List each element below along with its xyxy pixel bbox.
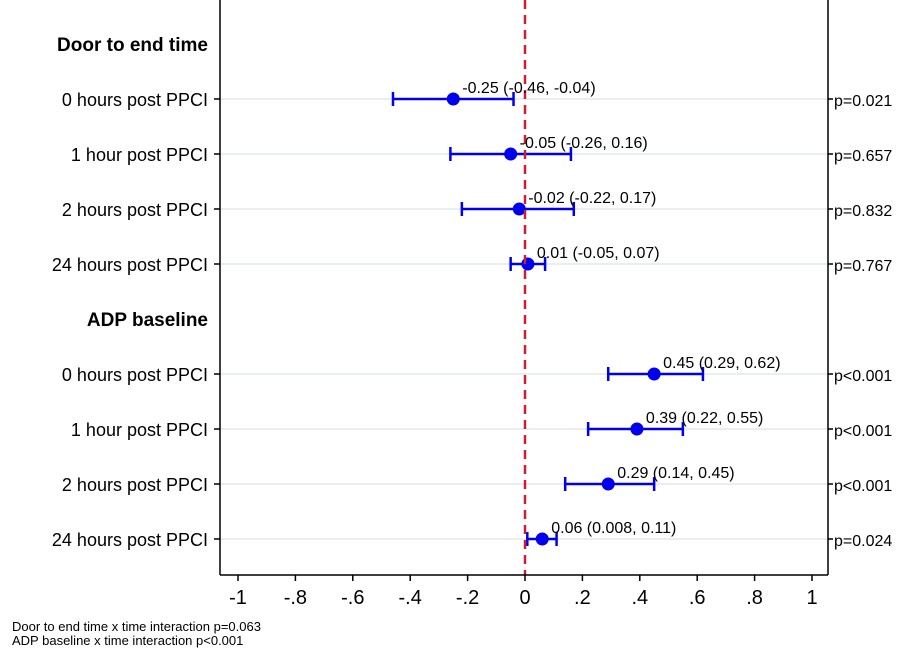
- plot-text: Door to end time 0 hours post PPCI p=0.021…: [52, 35, 892, 609]
- row-label: 24 hours post PPCI: [52, 530, 208, 550]
- estimate-annotation: 0.45 (0.29, 0.62): [663, 355, 780, 372]
- x-tick-label: .6: [689, 587, 706, 609]
- estimate-annotation: -0.02 (-0.22, 0.17): [528, 190, 656, 207]
- row-label: 1 hour post PPCI: [71, 420, 208, 440]
- group-heading: Door to end time: [57, 35, 208, 56]
- point-estimate: [535, 532, 549, 546]
- p-value: p=0.021: [834, 93, 892, 110]
- plot-frame: [214, 0, 833, 581]
- point-estimate: [446, 92, 460, 106]
- point-estimate: [504, 147, 518, 161]
- row-label: 0 hours post PPCI: [62, 365, 208, 385]
- row-label: 1 hour post PPCI: [71, 145, 208, 165]
- x-tick-label: .8: [746, 587, 763, 609]
- footnote-interaction-adp: ADP baseline x time interaction p<0.001: [12, 633, 244, 648]
- x-tick-label: 1: [806, 587, 817, 609]
- row-label: 24 hours post PPCI: [52, 255, 208, 275]
- x-tick-label: -.2: [456, 587, 479, 609]
- point-estimate: [512, 202, 526, 216]
- estimate-annotation: 0.29 (0.14, 0.45): [617, 465, 734, 482]
- x-tick-label: -.4: [399, 587, 422, 609]
- estimate-annotation: 0.39 (0.22, 0.55): [646, 410, 763, 427]
- p-value: p<0.001: [834, 368, 892, 385]
- estimate-annotation: -0.05 (-0.26, 0.16): [520, 135, 648, 152]
- p-value: p=0.767: [834, 258, 892, 275]
- p-value: p=0.657: [834, 148, 892, 165]
- p-value: p=0.024: [834, 533, 892, 550]
- point-estimate: [521, 257, 535, 271]
- estimate-annotation: 0.01 (-0.05, 0.07): [537, 245, 660, 262]
- point-estimate: [630, 422, 644, 436]
- row-label: 2 hours post PPCI: [62, 200, 208, 220]
- point-estimate: [647, 367, 661, 381]
- x-tick-label: .2: [574, 587, 591, 609]
- x-tick-label: -.6: [341, 587, 364, 609]
- p-value: p<0.001: [834, 423, 892, 440]
- p-value: p=0.832: [834, 203, 892, 220]
- x-tick-label: 0: [519, 587, 530, 609]
- x-tick-label: -.8: [284, 587, 307, 609]
- group-heading: ADP baseline: [87, 310, 208, 331]
- plot-marks: [391, 0, 705, 575]
- row-label: 2 hours post PPCI: [62, 475, 208, 495]
- footnotes: Door to end time x time interaction p=0.…: [12, 620, 261, 648]
- estimate-annotation: 0.06 (0.008, 0.11): [551, 520, 676, 537]
- row-label: 0 hours post PPCI: [62, 90, 208, 110]
- footnote-interaction-door: Door to end time x time interaction p=0.…: [12, 619, 261, 634]
- estimate-annotation: -0.25 (-0.46, -0.04): [462, 80, 595, 97]
- p-value: p<0.001: [834, 478, 892, 495]
- x-tick-label: .4: [631, 587, 648, 609]
- x-tick-label: -1: [229, 587, 247, 609]
- point-estimate: [601, 477, 615, 491]
